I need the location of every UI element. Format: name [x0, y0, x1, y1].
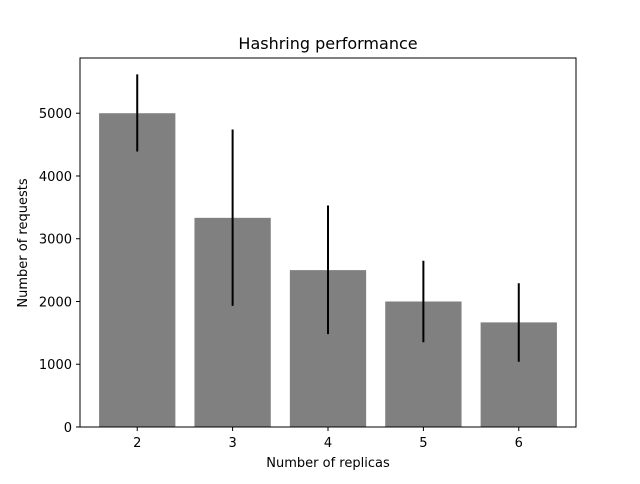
- y-tick-label-5000: 5000: [39, 107, 72, 122]
- x-tick-label-5: 5: [419, 436, 427, 451]
- y-tick-label-2000: 2000: [39, 295, 72, 310]
- x-axis-ticks: 2 3 4 5 6: [133, 427, 523, 451]
- error-bars-layer: [136, 74, 520, 362]
- y-axis-label: Number of requests: [16, 178, 31, 307]
- x-tick-label-3: 3: [228, 436, 236, 451]
- y-tick-label-1000: 1000: [39, 358, 72, 373]
- y-tick-label-3000: 3000: [39, 233, 72, 248]
- y-tick-label-0: 0: [64, 421, 72, 436]
- x-axis-label: Number of replicas: [266, 456, 390, 471]
- chart-title: Hashring performance: [238, 34, 417, 53]
- bar-2: [99, 113, 176, 427]
- x-tick-label-2: 2: [133, 436, 141, 451]
- y-axis-ticks: 0 1000 2000 3000 4000 5000: [39, 107, 80, 436]
- x-tick-label-6: 6: [515, 436, 523, 451]
- x-tick-label-4: 4: [324, 436, 332, 451]
- y-tick-label-4000: 4000: [39, 170, 72, 185]
